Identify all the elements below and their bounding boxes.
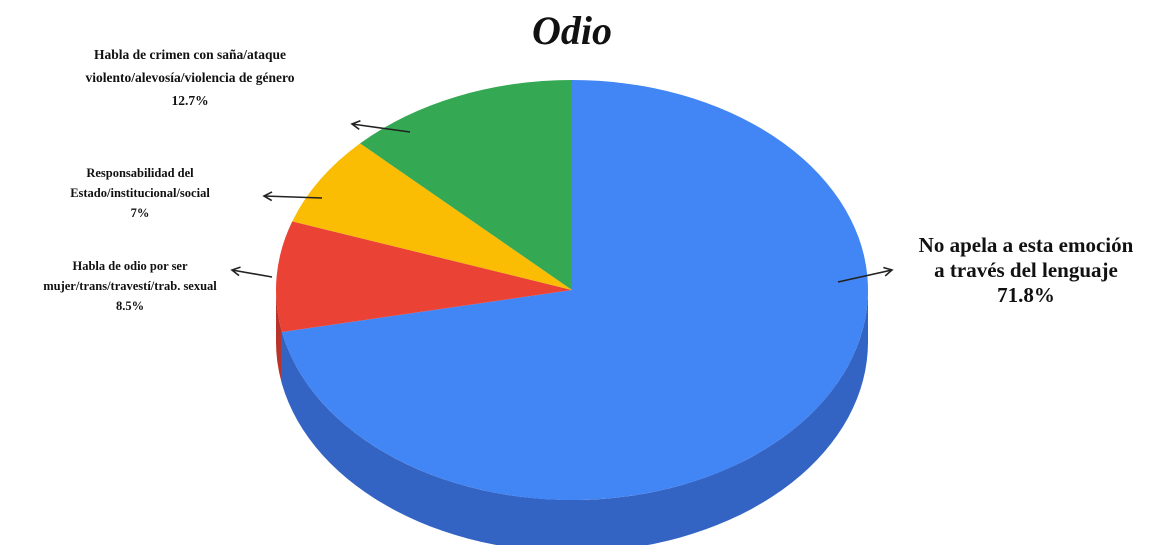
pie-top xyxy=(275,80,868,500)
label-arrow-1 xyxy=(231,269,273,278)
label-arrow-3 xyxy=(351,123,411,133)
pie-slice-side-0 xyxy=(281,290,868,545)
slice-label-3-line-1: violento/alevosía/violencia de género xyxy=(86,70,295,85)
label-arrow-2 xyxy=(263,195,323,199)
pie-slice-3 xyxy=(360,80,572,290)
label-arrowhead-2 xyxy=(262,191,273,202)
pie-slice-1 xyxy=(275,221,572,332)
slice-value-label-2: 7% xyxy=(131,206,150,220)
pie-depth xyxy=(276,290,868,545)
label-arrowhead-1 xyxy=(230,266,241,277)
slice-value-label-0: 71.8% xyxy=(997,283,1055,307)
label-arrowhead-3 xyxy=(350,120,361,130)
slice-label-3-line-0: Habla de crimen con saña/ataque xyxy=(94,47,286,62)
pie-slice-side-1 xyxy=(276,290,282,384)
slice-label-2-line-0: Responsabilidad del xyxy=(86,166,194,180)
slice-label-1-line-1: mujer/trans/travestí/trab. sexual xyxy=(43,279,217,293)
chart-title: Odio xyxy=(532,8,612,53)
slice-value-label-3: 12.7% xyxy=(171,93,208,108)
pie-slice-0 xyxy=(281,80,868,500)
pie-slice-2 xyxy=(292,143,572,290)
label-arrowhead-0 xyxy=(883,266,894,277)
slice-label-0-line-0: No apela a esta emoción xyxy=(919,233,1134,257)
slice-value-label-1: 8.5% xyxy=(116,299,144,313)
label-arrow-0 xyxy=(837,269,893,283)
slice-label-1-line-0: Habla de odio por ser xyxy=(72,259,188,273)
slice-label-2-line-1: Estado/institucional/social xyxy=(70,186,210,200)
slice-label-0-line-1: a través del lenguaje xyxy=(934,258,1118,282)
